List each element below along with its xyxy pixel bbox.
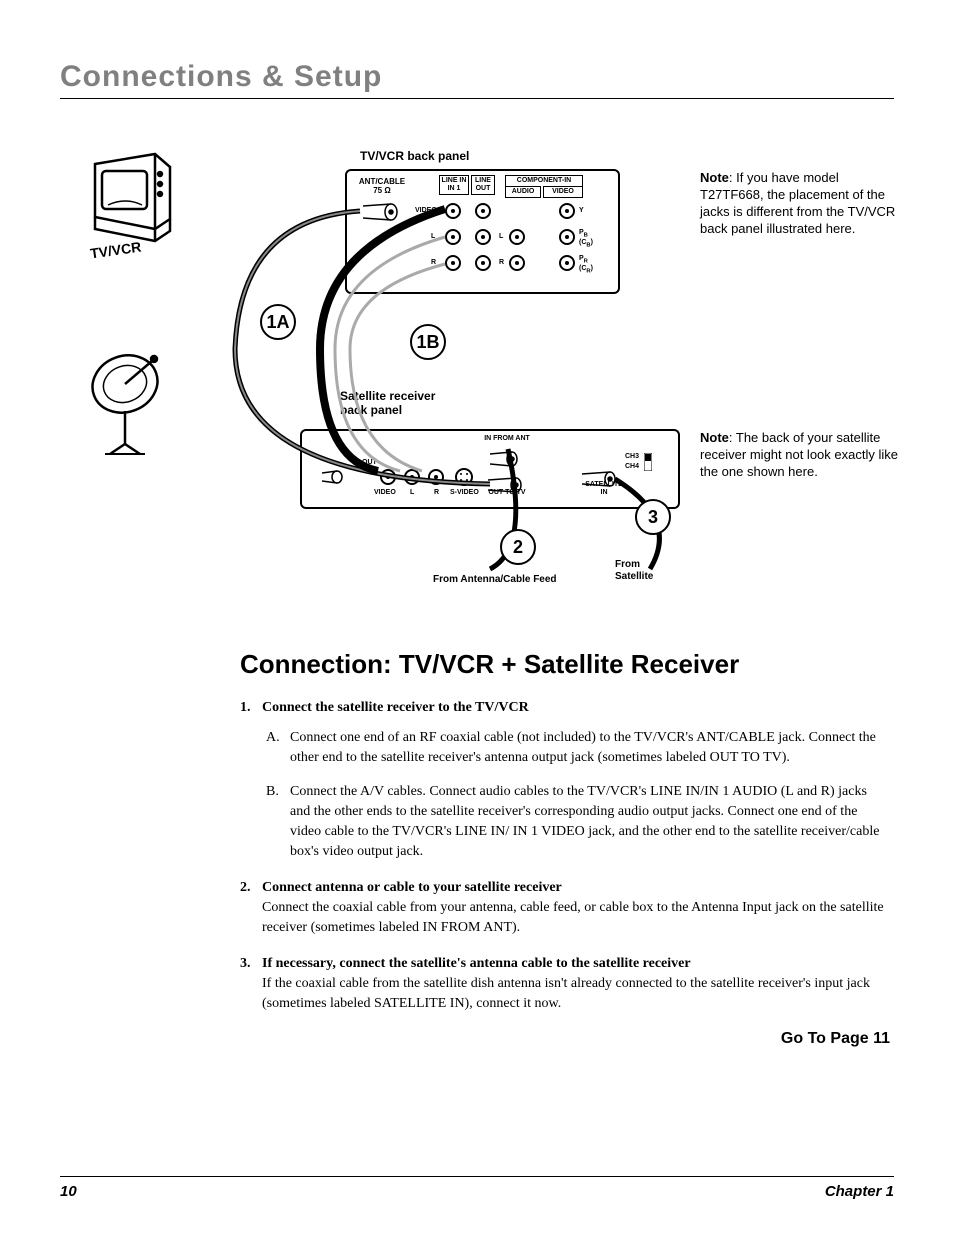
coax-jack-icon xyxy=(363,201,399,223)
caption-from-antenna: From Antenna/Cable Feed xyxy=(433,574,557,585)
step-2-heading: Connect antenna or cable to your satelli… xyxy=(262,878,890,898)
step-2: Connect antenna or cable to your satelli… xyxy=(240,878,890,938)
tv-vcr-icon xyxy=(80,149,180,244)
row-pb-label: PB(CB) xyxy=(579,229,593,250)
ant-cable-label: ANT/CABLE75 Ω xyxy=(357,177,407,195)
rca-jack xyxy=(475,229,491,245)
rca-jack xyxy=(445,229,461,245)
sat-l-label: L xyxy=(410,489,414,496)
rca-jack xyxy=(380,469,396,485)
row-y-label: Y xyxy=(579,207,584,214)
col-component-in: COMPONENT-IN xyxy=(505,175,583,186)
rca-jack xyxy=(428,469,444,485)
step-1-heading: Connect the satellite receiver to the TV… xyxy=(262,698,890,718)
sat-panel-title: Satellite receiver back panel xyxy=(340,389,460,417)
rca-plug-icon xyxy=(322,469,344,485)
step-3: If necessary, connect the satellite's an… xyxy=(240,954,890,1014)
connection-diagram: TV/VCR TV/VCR back panel ANT/CABLE75 Ω L… xyxy=(60,149,894,619)
row-r-label: R xyxy=(431,259,436,266)
ch-switch-icon xyxy=(644,453,652,471)
step-3-heading: If necessary, connect the satellite's an… xyxy=(262,954,890,974)
col-line-out: LINEOUT xyxy=(471,175,495,195)
rca-jack xyxy=(445,255,461,271)
rca-jack xyxy=(509,255,525,271)
tvvcr-panel-title: TV/VCR back panel xyxy=(360,149,469,163)
sat-ch3-label: CH3 xyxy=(622,453,642,460)
sat-r-label: R xyxy=(434,489,439,496)
go-to-page: Go To Page 11 xyxy=(240,1030,890,1048)
step-circle-3: 3 xyxy=(635,499,671,535)
col-comp-video: VIDEO xyxy=(543,186,583,198)
step-1: Connect the satellite receiver to the TV… xyxy=(240,698,890,862)
sat-satellite-in-label: SATELLITEIN xyxy=(579,481,629,497)
note-1: Note: If you have model T27TF668, the pl… xyxy=(700,169,905,237)
step-1a: Connect one end of an RF coaxial cable (… xyxy=(262,728,890,768)
sat-video-label: VIDEO xyxy=(374,489,396,496)
step-circle-1b: 1B xyxy=(410,324,446,360)
note-1-bold: Note xyxy=(700,170,729,185)
satellite-dish-icon xyxy=(80,349,175,459)
rca-jack xyxy=(559,229,575,245)
tvvcr-back-panel: ANT/CABLE75 Ω LINE ININ 1 LINEOUT COMPON… xyxy=(345,169,620,294)
sat-svideo-label: S-VIDEO xyxy=(450,489,479,496)
row-l-label-2: L xyxy=(499,233,503,240)
rca-jack xyxy=(404,469,420,485)
page-number: 10 xyxy=(60,1183,77,1200)
satellite-receiver-back-panel: IN FROM ANT OUT CH3 CH4 VIDEO L R S-VIDE… xyxy=(300,429,680,509)
coax-jack-icon xyxy=(490,449,520,469)
step-2-body: Connect the coaxial cable from your ante… xyxy=(262,900,884,935)
col-comp-audio: AUDIO xyxy=(505,186,541,198)
row-l-label: L xyxy=(431,233,435,240)
rca-jack xyxy=(475,203,491,219)
row-video-label: VIDEO xyxy=(415,207,437,214)
chapter-label: Chapter 1 xyxy=(825,1183,894,1200)
page-title: Connections & Setup xyxy=(60,60,894,99)
caption-from-satellite: FromSatellite xyxy=(615,559,675,583)
instructions: Connect the satellite receiver to the TV… xyxy=(240,698,890,1014)
step-circle-1a: 1A xyxy=(260,304,296,340)
note-2-text: : The back of your satellite receiver mi… xyxy=(700,430,898,479)
page-footer: 10 Chapter 1 xyxy=(60,1176,894,1200)
row-r-label-2: R xyxy=(499,259,504,266)
note-2: Note: The back of your satellite receive… xyxy=(700,429,905,480)
rca-jack xyxy=(509,229,525,245)
sat-ch4-label: CH4 xyxy=(622,463,642,470)
col-line-in: LINE ININ 1 xyxy=(439,175,469,195)
step-circle-2: 2 xyxy=(500,529,536,565)
rca-jack xyxy=(445,203,461,219)
step-1b: Connect the A/V cables. Connect audio ca… xyxy=(262,782,890,862)
rca-jack xyxy=(559,255,575,271)
svideo-jack-icon xyxy=(454,467,474,487)
sat-out-to-tv-label: OUT TO TV xyxy=(482,489,532,496)
row-pr-label: PR(CR) xyxy=(579,255,593,276)
sat-out-label: OUT xyxy=(362,459,377,466)
sat-in-from-ant-label: IN FROM ANT xyxy=(472,435,542,442)
section-title: Connection: TV/VCR + Satellite Receiver xyxy=(240,649,894,680)
note-2-bold: Note xyxy=(700,430,729,445)
note-1-text: : If you have model T27TF668, the placem… xyxy=(700,170,895,236)
rca-jack xyxy=(559,203,575,219)
step-3-body: If the coaxial cable from the satellite … xyxy=(262,976,870,1011)
rca-jack xyxy=(475,255,491,271)
